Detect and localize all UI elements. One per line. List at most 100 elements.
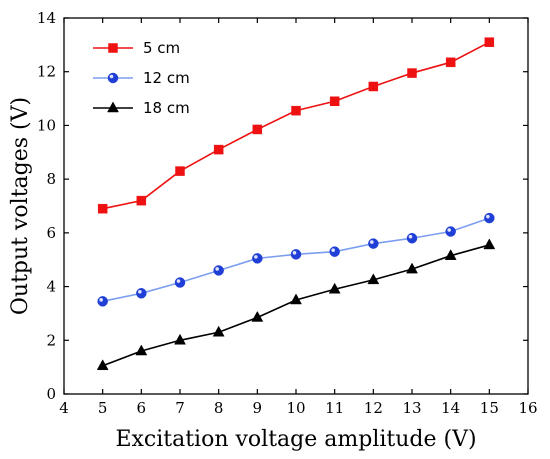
series-group (96, 37, 496, 371)
marker-circle-highlight (176, 279, 181, 283)
legend-marker (107, 101, 119, 113)
legend-item: 12 cm (93, 69, 190, 87)
data-point (484, 212, 495, 224)
x-tick-label: 11 (325, 399, 344, 417)
marker-circle-body (107, 72, 119, 84)
legend-marker (107, 72, 119, 84)
x-tick-label: 8 (214, 399, 224, 417)
x-tick-label: 13 (402, 399, 421, 417)
x-tick-label: 4 (59, 399, 69, 417)
marker-circle-body (368, 238, 379, 249)
data-point (329, 246, 340, 257)
legend-label: 5 cm (143, 39, 180, 57)
data-point (444, 249, 457, 260)
marker-circle-highlight (99, 298, 103, 302)
data-point (368, 238, 379, 249)
data-point (290, 293, 302, 305)
marker-circle-highlight (109, 74, 114, 79)
x-tick-label: 16 (518, 399, 537, 417)
data-point (329, 96, 340, 107)
x-tick-label: 7 (175, 399, 185, 417)
y-tick-label: 0 (46, 385, 56, 403)
data-point (406, 262, 418, 274)
data-point (252, 253, 263, 264)
data-point (290, 249, 302, 260)
legend-label: 18 cm (143, 99, 190, 117)
y-tick-label: 6 (46, 224, 56, 242)
marker-circle-body (406, 232, 418, 244)
y-axis-title: Output voltages (V) (8, 97, 33, 315)
y-tick-label: 12 (37, 63, 56, 81)
marker-circle-body (329, 246, 340, 257)
marker-circle-body (290, 249, 302, 260)
data-point (213, 144, 224, 155)
legend-marker (108, 43, 118, 53)
marker-circle-body (97, 296, 108, 307)
marker-circle-highlight (331, 248, 335, 252)
data-point (484, 37, 495, 47)
x-tick-label: 10 (286, 399, 305, 417)
data-point (97, 296, 108, 307)
data-point (445, 57, 456, 68)
marker-circle-highlight (486, 214, 490, 219)
data-point (174, 277, 186, 288)
marker-circle-highlight (292, 251, 297, 255)
data-point (213, 265, 224, 276)
marker-circle-body (252, 253, 263, 264)
data-point (406, 232, 418, 244)
marker-circle-highlight (447, 228, 451, 232)
x-tick-label: 5 (98, 399, 108, 417)
data-point (407, 68, 417, 78)
x-tick-label: 9 (253, 399, 263, 417)
y-tick-label: 8 (46, 170, 56, 188)
series-line (102, 41, 490, 210)
data-point (251, 310, 264, 322)
ticks: 4 5 6 7 8 9 10 11 12 13 14 15 16 0 2 4 6 8 10 12 14 (37, 9, 538, 417)
data-point (135, 344, 148, 356)
data-point (174, 333, 186, 345)
data-point (96, 359, 109, 371)
marker-circle-body (213, 265, 224, 276)
data-point (252, 124, 263, 135)
marker-circle-highlight (408, 234, 413, 239)
marker-circle-highlight (370, 240, 374, 244)
marker-circle-highlight (254, 255, 258, 259)
data-point (97, 203, 108, 214)
legend: 5 cm 12 cm 18 cm (93, 39, 190, 117)
legend-item: 5 cm (93, 39, 180, 57)
series-5-cm (97, 37, 495, 214)
y-tick-label: 14 (37, 9, 56, 27)
marker-circle-highlight (215, 267, 219, 271)
series-line (102, 244, 490, 367)
x-tick-label: 12 (364, 399, 383, 417)
data-point (367, 273, 380, 285)
marker-circle-body (484, 212, 495, 224)
data-point (328, 282, 341, 294)
y-tick-label: 10 (37, 116, 56, 134)
data-point (175, 166, 185, 176)
legend-label: 12 cm (143, 69, 190, 87)
data-point (445, 226, 456, 237)
series-12-cm (97, 212, 495, 307)
data-point (136, 195, 147, 206)
legend-item: 18 cm (93, 99, 190, 117)
y-tick-label: 4 (46, 278, 56, 296)
axes (63, 17, 529, 395)
y-tick-label: 2 (46, 331, 56, 349)
data-point (291, 105, 301, 116)
plot-frame (63, 17, 529, 395)
data-point (212, 325, 225, 337)
series-line (102, 217, 490, 303)
marker-circle-body (174, 277, 186, 288)
x-axis-title: Excitation voltage amplitude (V) (115, 427, 476, 452)
data-point (368, 81, 379, 92)
marker-circle-body (445, 226, 456, 237)
data-point (483, 238, 496, 250)
x-tick-label: 14 (441, 399, 460, 417)
data-point (136, 288, 147, 299)
x-tick-label: 6 (137, 399, 147, 417)
x-tick-label: 15 (480, 399, 499, 417)
marker-circle-body (136, 288, 147, 299)
